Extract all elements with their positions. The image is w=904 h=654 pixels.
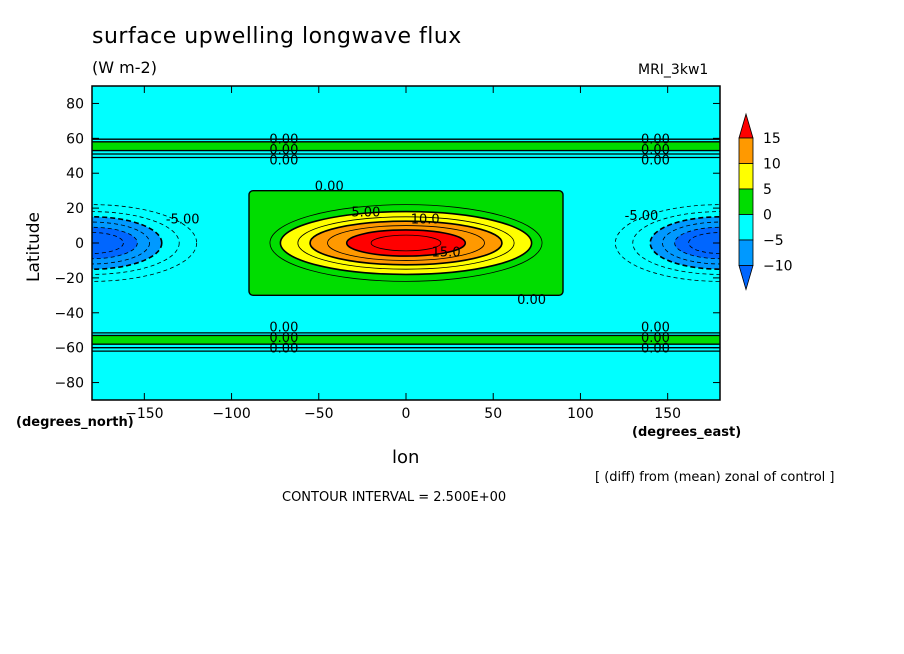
y-tick-label: 80 <box>66 96 84 112</box>
chart-title: surface upwelling longwave flux <box>92 24 462 49</box>
contour-label: 0.00 <box>641 132 670 147</box>
colorbar-segment <box>738 163 754 190</box>
contour-label: -5.00 <box>625 209 659 224</box>
colorbar-top-arrow <box>738 112 754 139</box>
colorbar-bottom-arrow <box>738 265 754 291</box>
y-tick-label: 40 <box>66 166 84 182</box>
colorbar-label: 0 <box>763 208 772 224</box>
colorbar: 15 10 5 0 −5 −10 <box>738 112 793 291</box>
y-tick-label: −80 <box>54 376 84 392</box>
x-tick-label: −150 <box>125 406 163 422</box>
contour-label: 0.00 <box>641 331 670 346</box>
x-tick-label: 50 <box>484 406 502 422</box>
cold-anomaly-contour <box>688 232 720 254</box>
y-tick-label: −60 <box>54 341 84 357</box>
contour-interval: CONTOUR INTERVAL = 2.500E+00 <box>282 490 507 505</box>
contour-label: 0.00 <box>269 153 298 168</box>
contour-label: 0.00 <box>269 342 298 357</box>
y-tick-label: −20 <box>54 271 84 287</box>
y-tick-label: 60 <box>66 131 84 147</box>
contour-label: 0.00 <box>641 153 670 168</box>
comparison-note: [ (diff) from (mean) zonal of control ] <box>595 470 835 485</box>
cold-anomaly-contour <box>92 204 198 282</box>
x-tick-label: −50 <box>304 406 334 422</box>
plot-area <box>92 86 720 400</box>
axes: −150 −100 −50 0 50 100 150 −80 −60 −40 −20 0 20 40 60 8… <box>54 86 720 422</box>
contour-label: 0.00 <box>641 342 670 357</box>
zero-band-fill <box>92 335 720 345</box>
zero-band-fill <box>92 141 720 151</box>
colorbar-label: −10 <box>763 259 793 275</box>
colorbar-segment <box>738 214 754 241</box>
contour-labels: 0.000.000.000.000.000.000.005.00 10.015.0… <box>166 132 670 356</box>
contour-label: 0.00 <box>269 331 298 346</box>
contour-label: -5.00 <box>166 213 200 228</box>
y-axis-unit: (degrees_north) <box>16 415 134 430</box>
x-tick-label: 100 <box>567 406 594 422</box>
contour-label: 10.0 <box>411 213 440 228</box>
colorbar-label: 15 <box>763 131 781 147</box>
colorbar-segment <box>738 239 754 266</box>
cold-anomaly-contour <box>92 232 124 254</box>
x-tick-label: 0 <box>402 406 411 422</box>
y-axis-label: Latitude <box>24 212 44 282</box>
x-tick-label: −100 <box>212 406 250 422</box>
x-tick-label: 150 <box>654 406 681 422</box>
warm-anomaly-contour <box>370 234 442 252</box>
colorbar-segment <box>738 188 754 215</box>
colorbar-segment <box>738 137 754 164</box>
x-axis-unit: (degrees_east) <box>632 425 742 440</box>
contour-label: 0.00 <box>641 143 670 158</box>
x-axis-label: lon <box>392 447 420 468</box>
cold-anomaly-contour <box>92 211 180 275</box>
y-tick-label: 20 <box>66 201 84 217</box>
contour-label: 0.00 <box>269 143 298 158</box>
y-tick-label: −40 <box>54 306 84 322</box>
chart-units: (W m-2) <box>92 58 157 77</box>
colorbar-label: 5 <box>763 182 772 198</box>
y-tick-label: 0 <box>75 236 84 252</box>
colorbar-label: −5 <box>763 233 784 249</box>
colorbar-label: 10 <box>763 157 781 173</box>
contour-label: 5.00 <box>351 206 380 221</box>
contour-label: 0.00 <box>269 321 298 336</box>
contour-label: 15.0 <box>432 246 461 261</box>
contour-label: 0.00 <box>517 293 546 308</box>
contour-label: 0.00 <box>269 132 298 147</box>
contour-label: 0.00 <box>641 321 670 336</box>
model-name: MRI_3kw1 <box>638 62 709 78</box>
warm-anomaly-contour <box>269 204 543 282</box>
contour-label: 0.00 <box>315 179 344 194</box>
